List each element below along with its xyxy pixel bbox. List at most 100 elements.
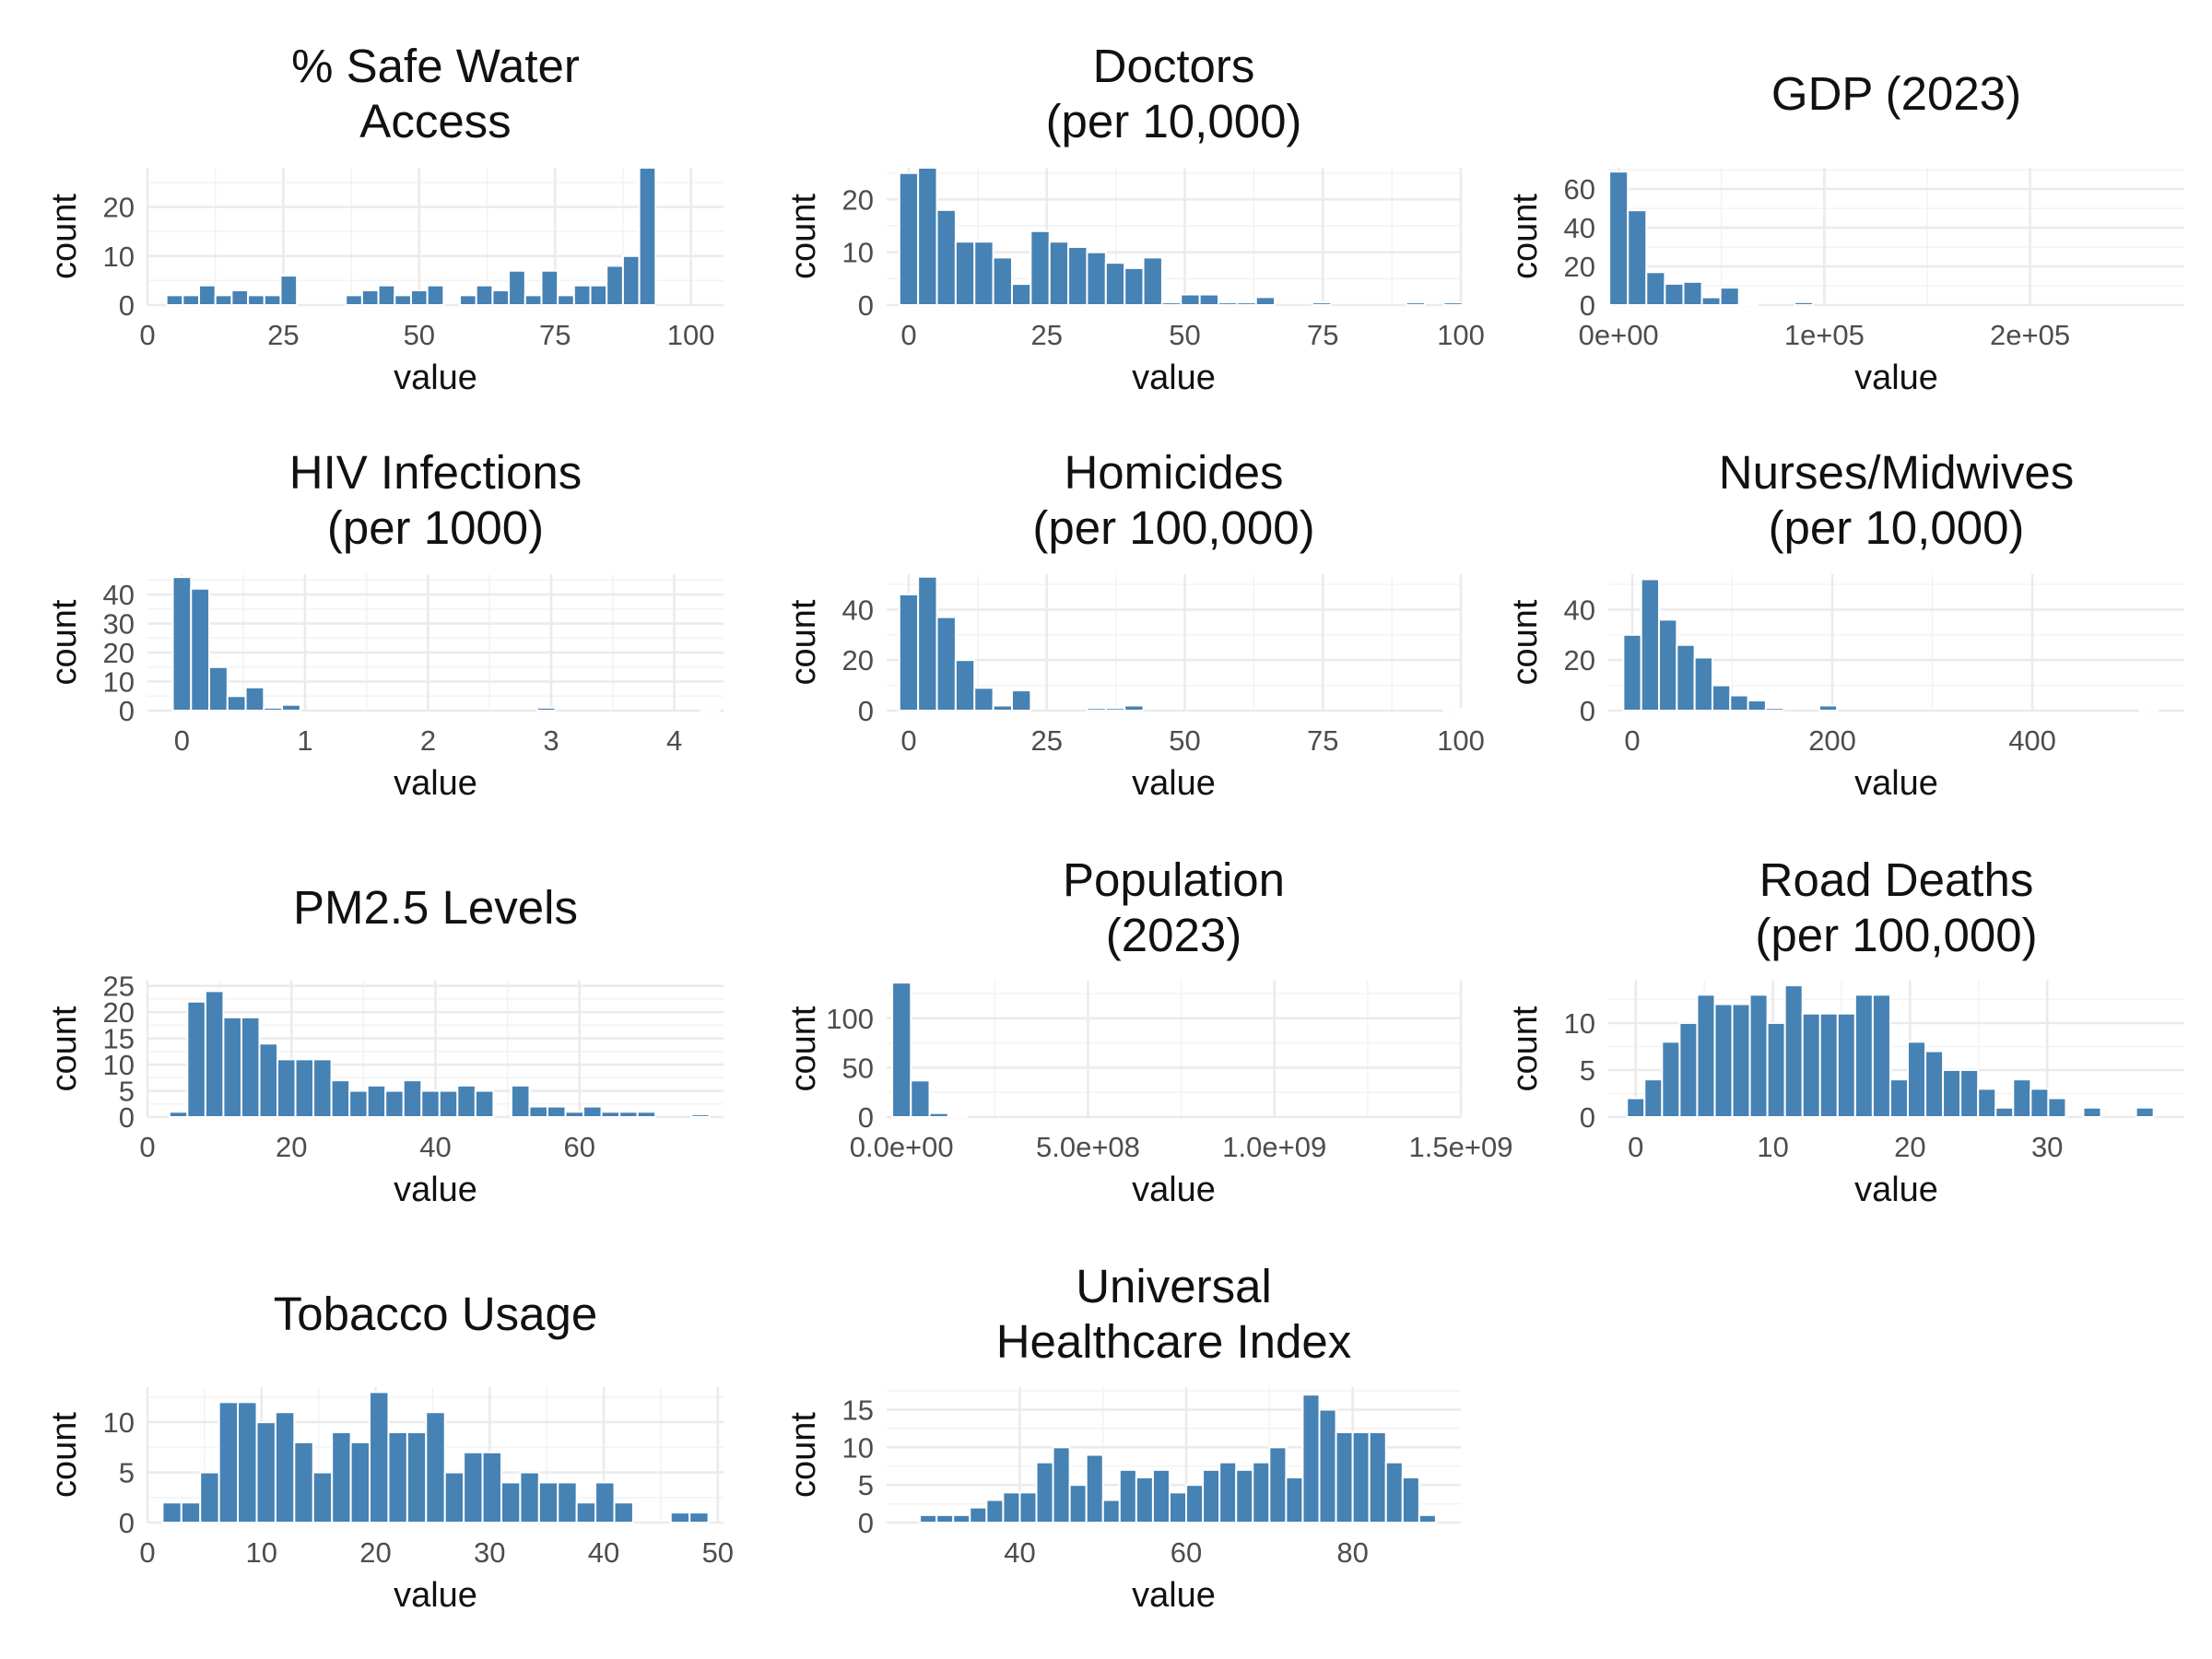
- bars: [919, 1394, 1437, 1524]
- histogram-bar: [1627, 209, 1648, 307]
- panel-title: Tobacco Usage: [274, 1288, 598, 1340]
- histogram-bar: [528, 1105, 548, 1118]
- histogram-bar: [1888, 1078, 1910, 1118]
- x-tick-label: 0e+00: [1579, 319, 1659, 351]
- y-axis-title: count: [784, 599, 823, 685]
- histogram-bar: [222, 1016, 242, 1119]
- x-tick-label: 0: [139, 1536, 155, 1569]
- histogram-bar: [1405, 301, 1427, 306]
- histogram-bar: [214, 294, 233, 307]
- histogram-bar: [237, 1401, 258, 1524]
- histogram-bar: [1737, 302, 1759, 307]
- histogram-bar: [263, 294, 282, 307]
- histogram-panel: 0 200 400 0 20 40 value count Nurses/Midwives (pe…: [1506, 446, 2184, 803]
- histogram-bar: [1254, 296, 1277, 306]
- histogram-bar: [276, 1058, 297, 1119]
- histogram-bar: [208, 665, 229, 712]
- y-tick-label: 20: [1564, 251, 1595, 283]
- histogram-bar: [312, 1058, 333, 1119]
- histogram-bar: [1168, 1491, 1188, 1524]
- panel-title-line: Healthcare Index: [996, 1315, 1352, 1368]
- histogram-bar: [1086, 251, 1107, 307]
- histogram-bar: [1818, 704, 1839, 712]
- histogram-bar: [456, 1084, 477, 1119]
- panel-title-line: HIV Infections: [289, 446, 582, 499]
- y-tick-label: 10: [1564, 1007, 1595, 1040]
- x-axis-title: value: [394, 1576, 477, 1615]
- histogram-bar: [1124, 266, 1145, 306]
- histogram-panel: 0 25 50 75 100 0 20 40 value count Homicides (per 1…: [784, 446, 1485, 803]
- x-tick-label: 100: [1437, 724, 1485, 757]
- panel-title-line: Universal: [1076, 1260, 1272, 1312]
- histogram-bar: [500, 1481, 522, 1524]
- x-tick-label: 0: [174, 724, 190, 757]
- histogram-bar: [992, 256, 1013, 306]
- histogram-bar: [1836, 1012, 1856, 1118]
- histogram-bar: [1101, 1499, 1121, 1524]
- x-tick-label: 10: [246, 1536, 277, 1569]
- x-tick-label: 0: [1628, 1131, 1643, 1163]
- histogram-bar: [973, 687, 994, 712]
- histogram-bar: [2138, 708, 2159, 712]
- x-tick-label: 25: [267, 319, 299, 351]
- x-tick-label: 4: [666, 724, 682, 757]
- minor-gridlines: [887, 981, 1461, 1117]
- histogram-bar: [621, 254, 641, 306]
- histogram-bar: [1002, 1491, 1021, 1524]
- y-tick-label: 10: [103, 666, 135, 699]
- histogram-bar: [182, 294, 201, 307]
- x-axis-title: value: [1854, 359, 1938, 397]
- histogram-bar: [537, 1481, 559, 1524]
- y-tick-label: 0: [858, 289, 874, 322]
- histogram-bar: [426, 284, 445, 307]
- histogram-bar: [954, 659, 976, 712]
- bars: [1608, 171, 1815, 307]
- x-tick-label: 20: [359, 1536, 391, 1569]
- x-tick-label: 0: [900, 319, 916, 351]
- histogram-bar: [1185, 1484, 1205, 1524]
- histogram-bar: [377, 284, 396, 307]
- histogram-bar: [255, 1421, 276, 1524]
- histogram-bar: [1052, 1446, 1071, 1524]
- histogram-bar: [1252, 1461, 1271, 1524]
- histogram-bar: [1661, 1041, 1681, 1119]
- histogram-bar: [1035, 1461, 1054, 1524]
- histogram-bar: [1713, 1003, 1734, 1118]
- histogram-bar: [258, 1042, 279, 1119]
- histogram-bar: [1048, 241, 1070, 307]
- x-tick-label: 25: [1030, 724, 1062, 757]
- y-axis-title: count: [45, 1006, 84, 1091]
- histogram-bar: [1682, 280, 1703, 306]
- panel-title-line: (per 100,000): [1032, 501, 1314, 554]
- histogram-bar: [1311, 301, 1333, 306]
- x-tick-label: 0.0e+00: [850, 1131, 954, 1163]
- histogram-panel: 0 25 50 75 100 0 10 20 value count Doctors (per 10,…: [784, 40, 1485, 397]
- x-tick-label: 40: [1004, 1536, 1035, 1569]
- x-tick-label: 5.0e+08: [1036, 1131, 1140, 1163]
- histogram-bar: [935, 616, 957, 712]
- x-tick-label: 25: [1030, 319, 1062, 351]
- minor-gridlines: [887, 574, 1461, 711]
- histogram-bar: [524, 294, 543, 307]
- histogram-bar: [244, 686, 265, 712]
- panel-title: Nurses/Midwives (per 10,000): [1719, 446, 2074, 554]
- histogram-bar: [1766, 1021, 1786, 1118]
- histogram-bar: [474, 1089, 495, 1118]
- histogram-bar: [898, 593, 920, 712]
- histogram-bar: [330, 1079, 351, 1118]
- histogram-bar: [161, 1501, 182, 1524]
- y-tick-label: 10: [103, 1049, 135, 1081]
- histogram-bar: [1202, 1468, 1221, 1524]
- histogram-bar: [1160, 301, 1182, 306]
- y-axis-title: count: [784, 1006, 823, 1091]
- histogram-bar: [331, 1431, 352, 1524]
- panel-title-line: Road Deaths: [1759, 853, 2034, 906]
- panel-title-line: Nurses/Midwives: [1719, 446, 2074, 499]
- y-tick-label: 15: [103, 1023, 135, 1055]
- bars: [1626, 984, 2155, 1119]
- histogram-bar: [1794, 300, 1815, 306]
- histogram-bar: [279, 275, 299, 307]
- histogram-bar: [919, 1513, 938, 1524]
